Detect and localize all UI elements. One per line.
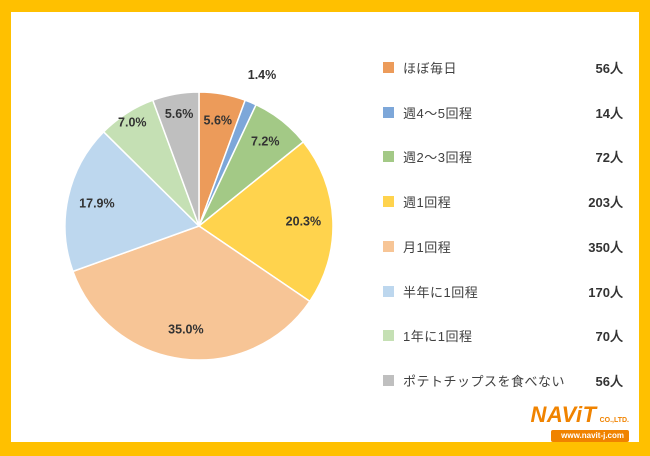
navit-logo: NAViT CO.,LTD. www.navit-j.com: [531, 404, 629, 442]
legend-label: 週4〜5回程: [403, 105, 473, 121]
pie-slice-7: [151, 91, 200, 227]
pie-percent-label: 20.3%: [286, 215, 321, 229]
legend-item: ポテトチップスを食べない 56人: [383, 371, 623, 390]
legend-color-swatch: [383, 240, 394, 252]
legend-count: 56人: [595, 61, 623, 76]
legend-color-swatch: [383, 151, 394, 163]
navit-logo-url: www.navit-j.com: [551, 430, 629, 442]
legend-label: 半年に1回程: [403, 284, 479, 300]
legend-color-swatch: [383, 196, 394, 208]
pie-percent-label: 7.2%: [251, 135, 280, 149]
pie-slice-4: [71, 225, 311, 361]
legend-count: 170人: [588, 284, 623, 300]
legend-label: 1年に1回程: [403, 329, 473, 345]
legend-label: ほぼ毎日: [403, 61, 458, 76]
legend-item: 週1回程 203人: [383, 192, 623, 211]
pie-percent-label: 7.0%: [118, 115, 147, 129]
legend-item: 1年に1回程 70人: [383, 326, 623, 345]
pie-slice-5: [64, 130, 201, 273]
legend-color-swatch: [383, 106, 394, 118]
pie-slice-3: [197, 140, 334, 303]
pie-percent-label: 35.0%: [168, 323, 203, 337]
legend-color-swatch: [383, 330, 394, 342]
legend-count: 56人: [595, 373, 623, 389]
pie-chart: 5.6% 1.4% 7.2% 20.3% 35.0% 17.9% 7.0% 5.6%: [64, 68, 334, 361]
legend-item: 月1回程 350人: [383, 237, 623, 256]
navit-logo-top: NAViT CO.,LTD.: [531, 404, 629, 426]
legend-count: 203人: [588, 195, 623, 211]
legend-item: 半年に1回程 170人: [383, 282, 623, 301]
navit-logo-suffix: CO.,LTD.: [599, 417, 629, 424]
pie-percent-label: 17.9%: [79, 197, 114, 211]
legend-color-swatch: [383, 285, 394, 297]
navit-logo-name: NAViT: [530, 402, 597, 427]
legend-item: ほぼ毎日 56人: [383, 58, 623, 77]
legend-count: 72人: [595, 150, 623, 166]
legend-color-swatch: [383, 62, 394, 73]
legend-count: 14人: [595, 105, 623, 121]
legend-label: 週1回程: [403, 195, 452, 211]
legend: ほぼ毎日 56人 週4〜5回程 14人 週2〜3回程 72人 週1回程 203人…: [379, 12, 639, 442]
legend-item: 週4〜5回程 14人: [383, 103, 623, 122]
pie-chart-area: 5.6% 1.4% 7.2% 20.3% 35.0% 17.9% 7.0% 5.6%: [11, 12, 379, 442]
pie-percent-label: 5.6%: [204, 114, 233, 128]
legend-color-swatch: [383, 374, 394, 386]
legend-count: 350人: [588, 239, 623, 255]
legend-label: ポテトチップスを食べない: [403, 373, 566, 389]
legend-item: 週2〜3回程 72人: [383, 147, 623, 166]
pie-percent-label: 5.6%: [165, 107, 194, 121]
legend-label: 月1回程: [403, 239, 452, 255]
legend-label: 週2〜3回程: [403, 150, 473, 166]
pie-percent-label: 1.4%: [248, 68, 277, 82]
chart-card: 5.6% 1.4% 7.2% 20.3% 35.0% 17.9% 7.0% 5.6% ほぼ毎日…: [11, 12, 639, 442]
legend-count: 70人: [595, 329, 623, 345]
